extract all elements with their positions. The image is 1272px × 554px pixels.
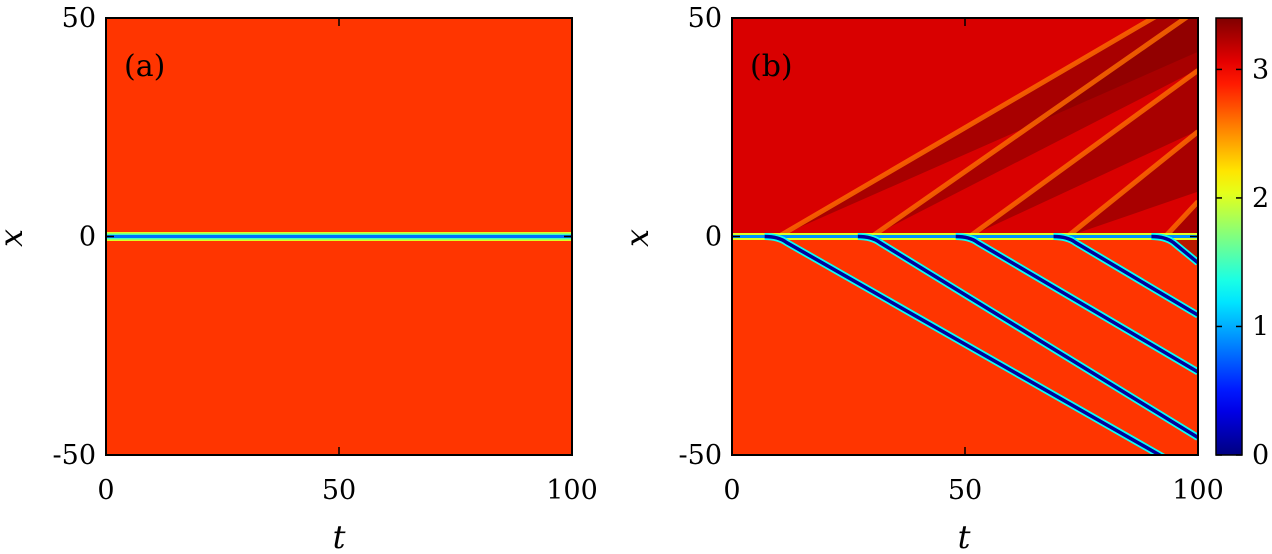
bright-wave	[1065, 129, 1198, 239]
x-axis-label-a: t	[333, 518, 346, 554]
x-tick-label: 100	[546, 475, 598, 506]
dark-soliton	[1151, 234, 1198, 265]
y-tick-label: -50	[679, 440, 722, 471]
x-axis-label-b: t	[958, 518, 971, 554]
panel-label-b: (b)	[750, 49, 793, 84]
heatmap-a	[106, 18, 572, 455]
stationary-dip-line	[106, 235, 572, 238]
y-axis-label-a: x	[0, 229, 30, 247]
x-tick-label: 50	[322, 475, 356, 506]
x-tick-label: 100	[1172, 475, 1224, 506]
y-tick-label: 0	[705, 222, 722, 253]
y-tick-label: 50	[62, 3, 96, 34]
dark-soliton	[764, 234, 1164, 455]
y-tick-label: -50	[53, 440, 96, 471]
bright-wave-shadow	[778, 18, 1198, 237]
x-tick-label: 0	[723, 475, 740, 506]
colorbar-tick-label: 3	[1252, 54, 1269, 85]
heatmap-field-a	[106, 18, 572, 455]
colorbar-tick-label: 1	[1252, 311, 1269, 342]
colorbar-tick-label: 2	[1252, 183, 1269, 214]
x-tick-label: 50	[948, 475, 982, 506]
bright-wave	[777, 18, 1159, 239]
dark-soliton	[857, 234, 1198, 440]
colorbar: 0 1 2 3	[1215, 17, 1269, 471]
colorbar-gradient	[1215, 17, 1243, 456]
heatmap-field-b	[732, 18, 1198, 455]
y-axis-label-b: x	[618, 229, 656, 247]
y-tick-label: 0	[79, 222, 96, 253]
y-tick-label: 50	[688, 3, 722, 34]
bright-wave	[1163, 199, 1198, 239]
dark-soliton	[1053, 234, 1198, 317]
colorbar-tick-label: 0	[1252, 440, 1269, 471]
bright-wave-shadow	[1165, 201, 1198, 262]
bright-wave	[968, 68, 1198, 239]
colorbar-ticks: 0 1 2 3	[1216, 54, 1269, 471]
panel-label-a: (a)	[124, 49, 165, 84]
heatmap-b	[732, 18, 1198, 455]
x-tick-label: 0	[97, 475, 114, 506]
dark-soliton	[955, 234, 1198, 374]
bright-wave	[870, 18, 1190, 239]
